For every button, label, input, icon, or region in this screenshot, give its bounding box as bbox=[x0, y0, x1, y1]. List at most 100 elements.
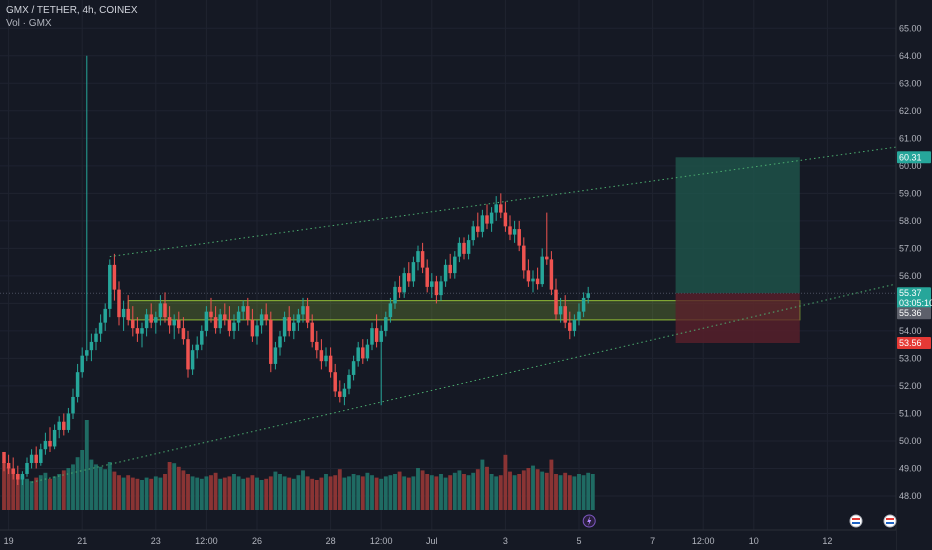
volume-bar bbox=[439, 474, 443, 510]
candle-body bbox=[586, 293, 590, 298]
candle-body bbox=[282, 317, 287, 337]
candle-body bbox=[117, 289, 121, 318]
target-price-label: 60.31 bbox=[899, 152, 922, 162]
volume-bar bbox=[531, 465, 535, 510]
volume-bar bbox=[301, 470, 305, 510]
candle-body bbox=[232, 322, 236, 331]
volume-bar bbox=[172, 463, 177, 510]
volume-bar bbox=[227, 476, 232, 510]
x-tick-label: 28 bbox=[326, 536, 336, 546]
candle-body bbox=[167, 317, 172, 326]
candle-body bbox=[485, 215, 489, 224]
volume-bar bbox=[503, 454, 508, 510]
candle-body bbox=[269, 319, 273, 364]
candle-body bbox=[223, 314, 227, 320]
candle-body bbox=[255, 325, 259, 337]
volume-bar bbox=[347, 476, 351, 510]
volume-bar bbox=[144, 477, 149, 510]
volume-bar bbox=[149, 478, 154, 510]
volume-bar bbox=[71, 464, 75, 510]
volume-bar bbox=[544, 472, 549, 510]
candle-body bbox=[568, 322, 572, 331]
volume-bar bbox=[278, 474, 282, 510]
candle-body bbox=[48, 440, 52, 447]
candle-body bbox=[218, 314, 222, 329]
candle-body bbox=[259, 314, 264, 326]
volume-bar bbox=[425, 474, 430, 510]
symbol-title[interactable]: GMX / TETHER, 4h, COINEX bbox=[6, 5, 138, 16]
candle-body bbox=[457, 242, 462, 257]
volume-bar bbox=[75, 457, 80, 510]
candle-body bbox=[310, 322, 314, 342]
candle-body bbox=[540, 256, 544, 285]
volume-bar bbox=[98, 466, 103, 510]
volume-bar bbox=[107, 462, 112, 510]
volume-bar bbox=[232, 474, 236, 510]
volume-bar bbox=[498, 475, 503, 510]
volume-bar bbox=[420, 470, 425, 510]
candle-body bbox=[531, 278, 535, 282]
candle-body bbox=[471, 226, 475, 241]
candle-body bbox=[172, 319, 176, 326]
target-price-label-bg bbox=[897, 151, 931, 164]
volume-bar bbox=[135, 478, 140, 510]
x-tick-label: 12 bbox=[822, 536, 832, 546]
volume-bar bbox=[489, 474, 494, 510]
volume-bar bbox=[112, 471, 117, 510]
candle-body bbox=[411, 262, 416, 282]
volume-bar bbox=[158, 477, 163, 510]
candle-body bbox=[466, 240, 471, 254]
last-price-label-bg bbox=[897, 287, 931, 311]
volume-bar bbox=[526, 468, 531, 510]
volume-indicator-title[interactable]: Vol · GMX bbox=[6, 18, 52, 29]
candle-body bbox=[98, 322, 103, 334]
flag-event-icon bbox=[883, 514, 897, 528]
candle-body bbox=[112, 264, 117, 290]
volume-bar bbox=[52, 476, 57, 510]
volume-bar bbox=[195, 477, 200, 510]
candle-body bbox=[163, 303, 167, 318]
candle-body bbox=[338, 391, 342, 397]
volume-bar bbox=[186, 474, 190, 510]
time-axis[interactable]: 19 21 23 12:00 26 28 12:00 Jul 3 5 7 12:00 10 12 bbox=[0, 529, 896, 550]
volume-bar bbox=[324, 474, 328, 510]
volume-bar bbox=[80, 450, 85, 510]
zones bbox=[0, 157, 896, 344]
volume-bar bbox=[485, 466, 489, 510]
y-tick-label: 54.00 bbox=[899, 326, 922, 336]
volume-bar bbox=[471, 472, 476, 510]
candle-body bbox=[75, 372, 80, 397]
volume-bar bbox=[11, 469, 16, 510]
volume-bar bbox=[567, 475, 572, 510]
volume-bar bbox=[181, 470, 186, 510]
time-axis-bg bbox=[0, 530, 896, 550]
x-tick-label: 5 bbox=[576, 536, 581, 546]
candle-body bbox=[186, 339, 190, 370]
volume-bar bbox=[43, 472, 48, 510]
y-tick-label: 48.00 bbox=[899, 491, 922, 501]
volume-bar bbox=[89, 459, 94, 510]
volume-bar bbox=[199, 478, 204, 510]
y-tick-label: 58.00 bbox=[899, 216, 922, 226]
x-tick-label: 12:00 bbox=[692, 536, 715, 546]
volume-bar bbox=[388, 475, 393, 510]
volume-bar bbox=[218, 478, 223, 510]
volume-bar bbox=[397, 471, 402, 510]
volume-bar bbox=[494, 476, 499, 510]
price-axis[interactable]: 48.0049.0050.0051.0052.0053.0054.0055.00… bbox=[895, 0, 932, 550]
candle-body bbox=[158, 303, 163, 318]
candle-body bbox=[315, 341, 319, 351]
candle-body bbox=[11, 468, 15, 474]
volume-bar bbox=[416, 468, 420, 510]
candle-body bbox=[453, 256, 457, 274]
volume-bar bbox=[287, 477, 292, 510]
volume-bar bbox=[250, 475, 255, 510]
y-tick-label: 52.00 bbox=[899, 381, 922, 391]
event-markers bbox=[582, 514, 897, 528]
candle-body bbox=[522, 245, 526, 271]
candle-body bbox=[448, 264, 452, 274]
candle-body bbox=[407, 273, 411, 282]
candle-body bbox=[264, 314, 268, 320]
